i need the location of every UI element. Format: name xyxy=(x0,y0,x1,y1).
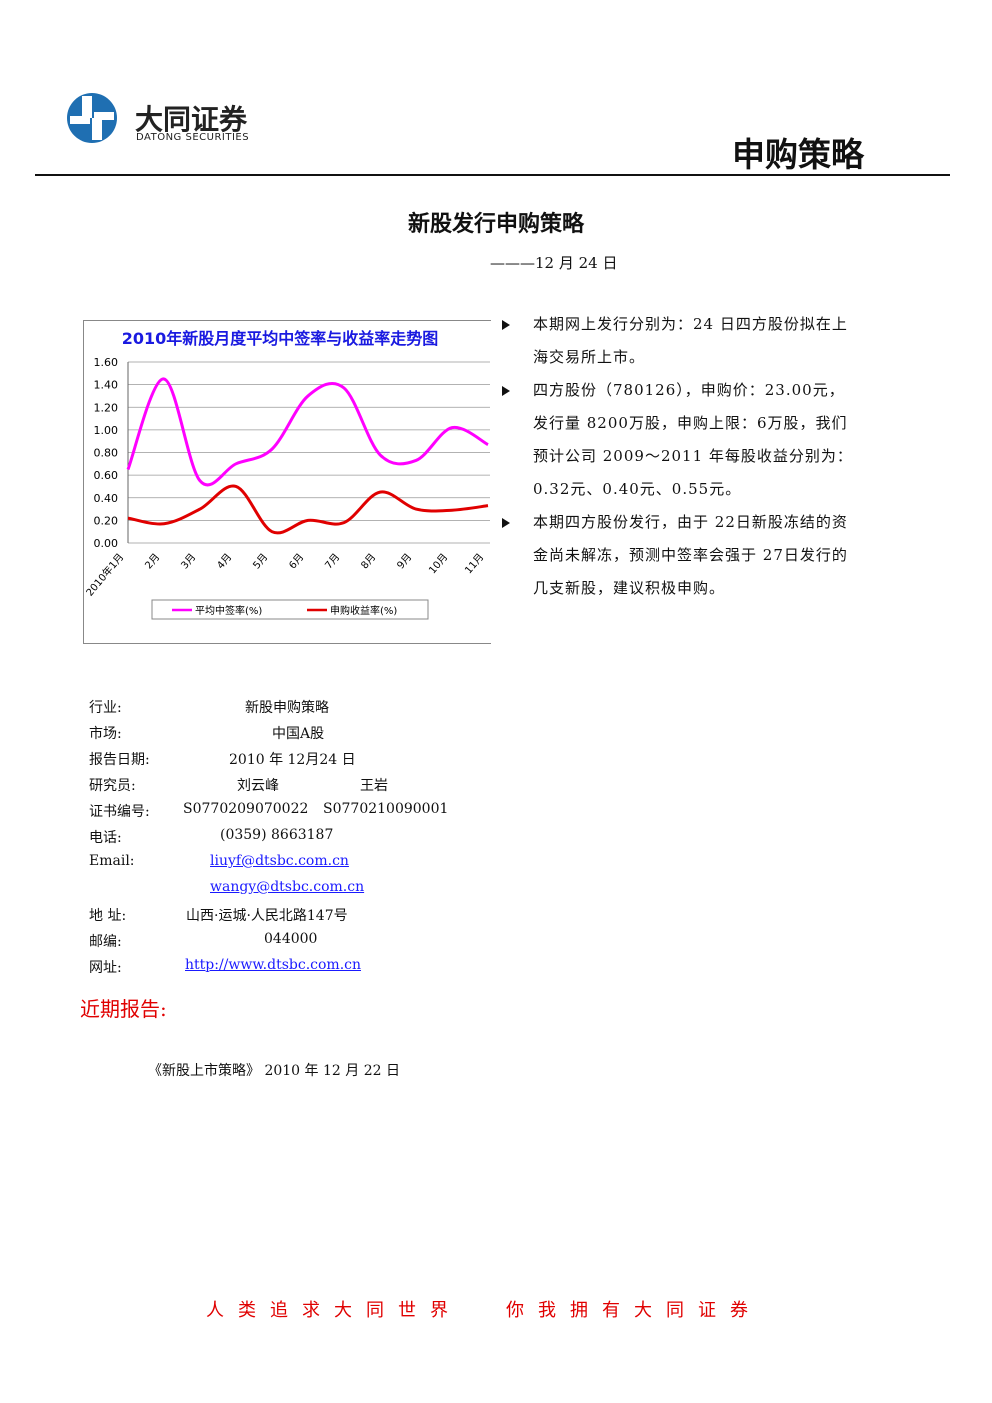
info-label: 电话: xyxy=(89,830,122,846)
y-tick-label: 0.00 xyxy=(94,537,119,550)
info-row: 研究员: 刘云峰 王岩 xyxy=(89,775,489,801)
y-tick-label: 0.60 xyxy=(94,469,119,482)
info-label: 网址: xyxy=(89,960,122,976)
series-line xyxy=(126,377,489,487)
info-link[interactable]: liuyf@dtsbc.com.cn xyxy=(210,853,349,869)
x-tick-label: 4月 xyxy=(215,551,235,571)
info-label: 证书编号: xyxy=(89,804,150,820)
info-row: 电话: (0359) 8663187 xyxy=(89,827,489,853)
y-tick-label: 0.20 xyxy=(94,514,119,527)
slogan: 你我拥有大同证券 xyxy=(506,1300,762,1321)
info-label: 报告日期: xyxy=(89,752,150,768)
legend-label: 平均中签率(%) xyxy=(195,604,262,617)
info-label: 行业: xyxy=(89,700,122,716)
x-tick-label: 10月 xyxy=(426,551,450,576)
bullet-arrow xyxy=(502,386,510,396)
info-row: Email: liuyf@dtsbc.com.cn wangy@dtsbc.com.… xyxy=(89,853,489,895)
info-row: 市场: 中国A股 xyxy=(89,723,489,749)
bullet-arrow xyxy=(502,320,510,330)
y-tick-label: 1.00 xyxy=(94,424,119,437)
info-value: S0770209070022 xyxy=(183,801,309,817)
info-link[interactable]: wangy@dtsbc.com.cn xyxy=(210,879,365,895)
info-row: 地 址: 山西·运城·人民北路147号 xyxy=(89,905,489,931)
slogan: 人类追求大同世界 xyxy=(206,1300,462,1321)
info-label: Email: xyxy=(89,853,135,869)
recent-item: 《新股上市策略》 2010 年 12 月 22 日 xyxy=(148,1063,400,1079)
info-value: S0770210090001 xyxy=(323,801,449,817)
logo-icon xyxy=(67,93,117,143)
info-row: 行业: 新股申购策略 xyxy=(89,697,489,723)
x-tick-label: 5月 xyxy=(251,551,271,571)
doc-title: 新股发行申购策略 xyxy=(407,211,584,237)
legend-box xyxy=(151,599,429,620)
info-label: 市场: xyxy=(89,726,122,742)
x-tick-label: 3月 xyxy=(179,551,199,571)
y-tick-label: 0.80 xyxy=(94,447,119,460)
x-tick-label: 9月 xyxy=(395,551,415,571)
info-row: 网址: http://www.dtsbc.com.cn xyxy=(89,957,489,983)
bullet-arrow xyxy=(502,518,510,528)
info-label: 研究员: xyxy=(89,778,136,794)
x-tick-label: 6月 xyxy=(287,551,307,571)
bullet: 四方股份（780126），申购价：23.00元，发行量 8200万股，申购上限：… xyxy=(500,374,860,506)
bullet: 本期四方股份发行，由于 22日新股冻结的资金尚未解冻，预测中签率会强于 27日发… xyxy=(500,506,860,605)
x-tick-label: 2月 xyxy=(143,551,163,571)
bullet: 本期网上发行分别为：24 日四方股份拟在上海交易所上市。 xyxy=(500,308,860,374)
bullets: 本期网上发行分别为：24 日四方股份拟在上海交易所上市。 四方股份（780126… xyxy=(500,308,860,605)
bullet-text: 本期网上发行分别为：24 日四方股份拟在上海交易所上市。 xyxy=(533,315,848,366)
y-tick-label: 1.40 xyxy=(94,379,119,392)
info-value: 山西·运城·人民北路147号 xyxy=(186,908,348,924)
x-tick-label: 8月 xyxy=(359,551,379,571)
info-value: 044000 xyxy=(264,931,318,947)
section-title: 申购策略 xyxy=(732,135,864,174)
info-label: 地 址: xyxy=(89,908,127,924)
y-tick-label: 0.40 xyxy=(94,492,119,505)
x-tick-label: 11月 xyxy=(462,551,486,576)
legend-label: 申购收益率(%) xyxy=(330,604,397,617)
brand-en: DATONG SECURITIES xyxy=(136,132,250,143)
info-value: 王岩 xyxy=(360,778,388,794)
info-row: 报告日期: 2010 年 12月24 日 xyxy=(89,749,489,775)
info-value: 刘云峰 xyxy=(237,778,279,794)
info-link[interactable]: http://www.dtsbc.com.cn xyxy=(185,957,361,973)
info-value: 2010 年 12月24 日 xyxy=(229,752,356,768)
info-value: 中国A股 xyxy=(272,726,325,742)
info-row: 证书编号: S0770209070022 S0770210090001 xyxy=(89,801,489,827)
chart: 2010年新股月度平均中签率与收益率走势图 0.00 0.20 0.40 0.60 0.… xyxy=(83,320,491,644)
header-rule xyxy=(35,174,950,176)
bullet-text: 本期四方股份发行，由于 22日新股冻结的资金尚未解冻，预测中签率会强于 27日发… xyxy=(533,513,848,597)
y-tick-label: 1.60 xyxy=(94,356,119,369)
chart-title: 2010年新股月度平均中签率与收益率走势图 xyxy=(122,329,439,348)
info-value: 新股申购策略 xyxy=(245,700,329,716)
info-row: 邮编: 044000 xyxy=(89,931,489,957)
doc-date: ———12 月 24 日 xyxy=(490,254,618,272)
x-tick-label: 7月 xyxy=(323,551,343,571)
x-tick-label: 2010年1月 xyxy=(83,551,126,599)
y-tick-label: 1.20 xyxy=(94,401,119,414)
brand: 大同证券 xyxy=(135,103,248,136)
bullet-text: 四方股份（780126），申购价：23.00元，发行量 8200万股，申购上限：… xyxy=(533,381,853,498)
info-label: 邮编: xyxy=(89,934,122,950)
chart-frame xyxy=(83,320,491,644)
info-value: (0359) 8663187 xyxy=(220,827,334,843)
recent-heading: 近期报告: xyxy=(80,997,167,1021)
series-line xyxy=(127,484,489,535)
